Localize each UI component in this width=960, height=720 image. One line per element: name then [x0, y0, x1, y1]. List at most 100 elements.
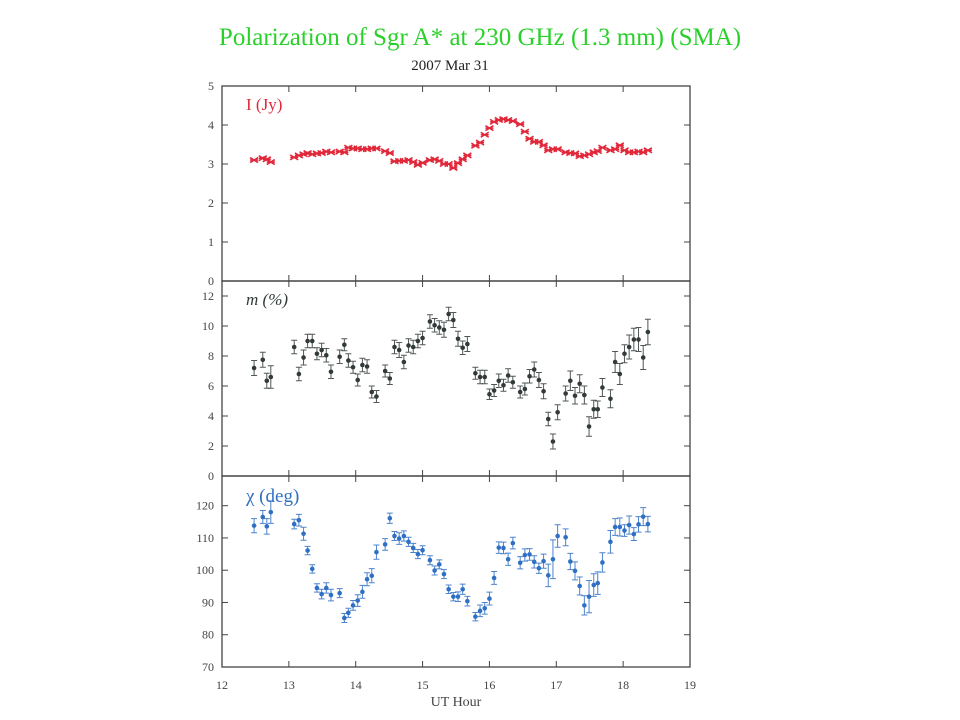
data-point [301, 355, 306, 360]
y-tick-label: 70 [202, 660, 214, 674]
data-point [465, 598, 470, 604]
data-point [328, 369, 334, 375]
data-point [626, 522, 632, 528]
data-point [553, 146, 563, 153]
data-point [455, 594, 461, 599]
data-point [364, 576, 370, 582]
data-point [501, 545, 506, 551]
data-point [505, 556, 511, 562]
data-point [396, 536, 402, 541]
data-point [323, 352, 329, 358]
data-point [508, 117, 518, 125]
data-point [451, 594, 456, 599]
data-point [291, 521, 297, 527]
y-tick-label: 4 [208, 118, 214, 132]
data-point [577, 583, 582, 589]
data-point [608, 539, 613, 545]
y-tick-label: 0 [208, 469, 214, 483]
chart-title: Polarization of Sgr A* at 230 GHz (1.3 m… [218, 24, 742, 51]
data-point [510, 379, 516, 385]
data-point [305, 338, 310, 344]
x-tick-label: 18 [617, 678, 629, 692]
data-point [515, 121, 525, 128]
data-point [460, 345, 465, 351]
data-point [346, 358, 351, 363]
data-point [296, 371, 302, 377]
data-point [328, 592, 334, 598]
y-tick-label: 5 [208, 79, 214, 93]
data-point [539, 142, 549, 149]
data-point [586, 424, 592, 429]
data-point [491, 575, 497, 581]
data-point [420, 547, 425, 553]
chart-subtitle: 2007 Mar 31 [411, 58, 489, 74]
panel-label: m (%) [246, 290, 288, 309]
data-point [517, 560, 523, 566]
data-point [401, 533, 407, 539]
data-point [622, 351, 627, 357]
data-point [527, 373, 532, 379]
x-tick-label: 17 [550, 678, 562, 692]
data-point [401, 359, 407, 365]
data-point [446, 586, 451, 592]
data-point [432, 568, 437, 573]
data-point [615, 142, 625, 149]
panel-frame [221, 85, 691, 282]
data-point [355, 598, 361, 603]
data-point [406, 343, 411, 348]
data-point [477, 608, 483, 614]
data-point [550, 439, 556, 444]
data-point [572, 568, 578, 574]
data-point [406, 539, 411, 545]
data-point [369, 389, 375, 395]
data-point [392, 344, 397, 350]
data-point [640, 514, 646, 519]
data-point [337, 590, 342, 596]
data-point [505, 373, 511, 378]
data-point [427, 557, 433, 563]
data-point [626, 344, 632, 350]
y-tick-label: 10 [202, 319, 214, 333]
data-point [410, 344, 416, 350]
y-tick-label: 1 [208, 235, 214, 249]
data-point [480, 131, 490, 138]
data-point [465, 341, 470, 347]
y-tick-label: 120 [196, 499, 214, 513]
y-tick-label: 4 [208, 409, 214, 423]
data-point [339, 149, 349, 156]
data-point [451, 317, 456, 323]
data-point [444, 160, 454, 168]
data-point [541, 388, 546, 394]
data-point [631, 337, 637, 342]
data-point [517, 389, 523, 395]
x-axis-label: UT Hour [431, 695, 482, 710]
data-point [264, 524, 270, 529]
data-point [355, 377, 361, 383]
data-point [636, 337, 641, 342]
data-point [323, 585, 329, 591]
data-point [251, 365, 257, 371]
data-point [436, 325, 442, 330]
data-point [350, 603, 356, 608]
data-point [563, 391, 568, 396]
data-point [374, 549, 379, 555]
data-point [645, 329, 651, 335]
data-point [392, 533, 397, 539]
data-point [510, 540, 516, 546]
data-point [631, 531, 637, 537]
data-point [501, 382, 506, 388]
data-point [545, 573, 551, 578]
data-point [577, 381, 582, 387]
data-point [636, 522, 641, 527]
data-point [591, 406, 597, 412]
data-point [473, 370, 478, 376]
x-tick-label: 16 [483, 678, 495, 692]
data-point [460, 586, 465, 592]
data-point [382, 368, 388, 374]
data-point [595, 406, 601, 412]
data-point [591, 582, 597, 588]
data-point [555, 409, 560, 415]
data-point [487, 391, 492, 397]
data-point [462, 152, 472, 159]
